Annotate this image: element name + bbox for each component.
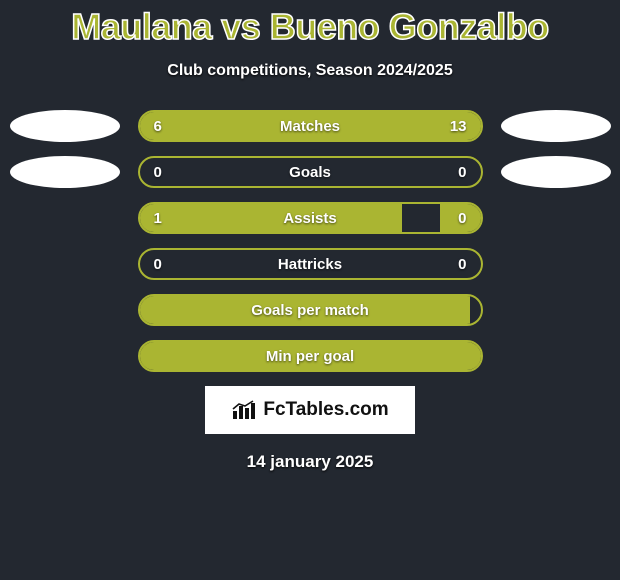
logo-text: FcTables.com (263, 399, 388, 421)
stat-label: Assists (140, 204, 481, 232)
fctables-logo: FcTables.com (205, 386, 415, 434)
stat-row: Min per goal (0, 340, 620, 372)
chart-icon (231, 399, 257, 421)
player-right-marker (501, 110, 611, 142)
stat-bar: Min per goal (138, 340, 483, 372)
stat-row: 00Goals (0, 156, 620, 188)
snapshot-date: 14 january 2025 (0, 452, 620, 472)
stat-bar: 00Hattricks (138, 248, 483, 280)
stat-row: 10Assists (0, 202, 620, 234)
player-left-marker (10, 110, 120, 142)
stat-label: Hattricks (140, 250, 481, 278)
stat-bar: 613Matches (138, 110, 483, 142)
comparison-subtitle: Club competitions, Season 2024/2025 (0, 62, 620, 80)
stat-label: Goals per match (140, 296, 481, 324)
stat-label: Goals (140, 158, 481, 186)
stat-row: 613Matches (0, 110, 620, 142)
player-left-marker (10, 156, 120, 188)
stat-bar: 00Goals (138, 156, 483, 188)
stat-bar: Goals per match (138, 294, 483, 326)
stat-label: Matches (140, 112, 481, 140)
stat-row: 00Hattricks (0, 248, 620, 280)
stat-bar: 10Assists (138, 202, 483, 234)
stats-container: 613Matches 00Goals 10Assists 00Hattricks Goa… (0, 110, 620, 372)
comparison-title: Maulana vs Bueno Gonzalbo (0, 0, 620, 48)
player-right-marker (501, 156, 611, 188)
stat-label: Min per goal (140, 342, 481, 370)
stat-row: Goals per match (0, 294, 620, 326)
